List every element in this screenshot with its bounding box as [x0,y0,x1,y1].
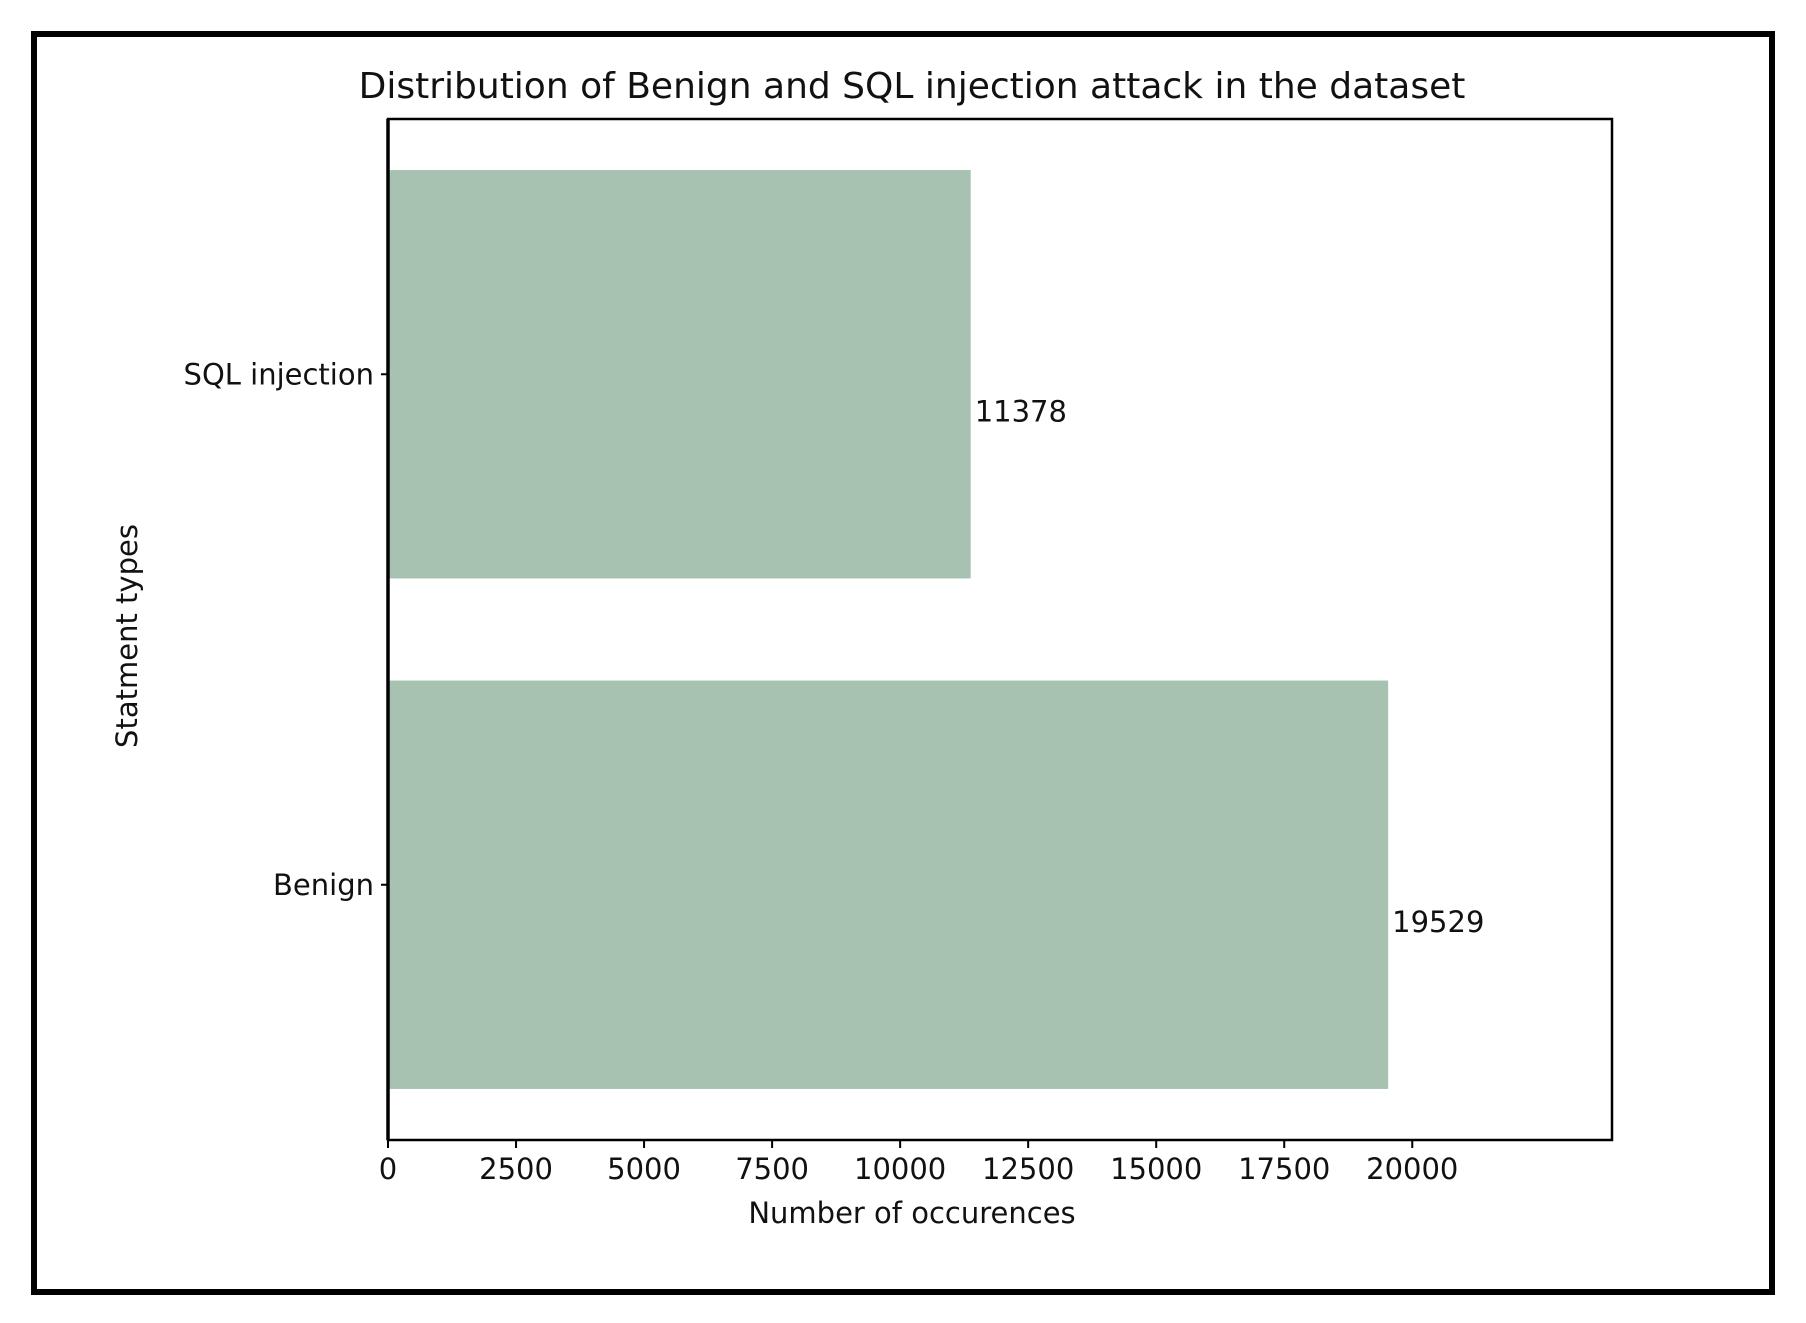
x-tick-label: 15000 [1110,1152,1202,1186]
y-tick-label-benign: Benign [273,868,374,902]
x-tick-label: 0 [379,1152,397,1186]
data-label-benign: 19529 [1392,905,1484,939]
data-label-sql-injection: 11378 [975,394,1067,428]
bar-benign [388,680,1389,1089]
bar-sql-injection [388,170,971,579]
x-tick-label: 5000 [607,1152,681,1186]
y-axis-ticks: SQL injection Benign [184,357,388,902]
x-tick-label: 7500 [735,1152,809,1186]
x-tick-label: 20000 [1366,1152,1458,1186]
chart-title: Distribution of Benign and SQL injection… [359,66,1466,107]
x-axis-label: Number of occurences [748,1196,1075,1230]
x-axis-ticks: 0 2500 5000 7500 10000 12500 15000 17500 20000 [379,1140,1458,1186]
x-tick-label: 12500 [982,1152,1074,1186]
x-tick-label: 10000 [854,1152,946,1186]
y-tick-label-sql-injection: SQL injection [184,357,374,391]
x-tick-label: 2500 [479,1152,553,1186]
x-tick-label: 17500 [1238,1152,1330,1186]
data-labels-group: 11378 19529 [975,394,1485,939]
y-axis-label: Statment types [110,524,144,748]
bars-group [388,170,1389,1089]
